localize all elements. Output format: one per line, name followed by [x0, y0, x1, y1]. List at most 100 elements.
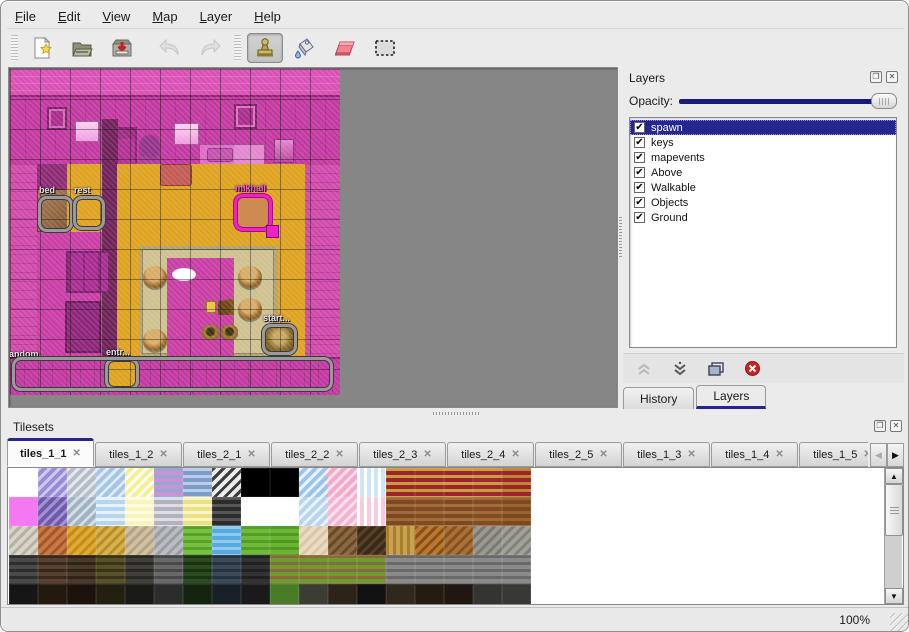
tile[interactable]	[212, 497, 241, 526]
tab-close-icon[interactable]: ✕	[511, 449, 520, 460]
tile[interactable]	[67, 468, 96, 497]
horizontal-splitter[interactable]	[1, 409, 908, 417]
tile[interactable]	[415, 468, 444, 497]
tile[interactable]	[9, 497, 38, 526]
tile[interactable]	[270, 555, 299, 584]
tab-close-icon[interactable]: ✕	[159, 449, 168, 460]
tile[interactable]	[502, 526, 531, 555]
tile[interactable]	[154, 526, 183, 555]
tile[interactable]	[502, 555, 531, 584]
save-button[interactable]	[104, 33, 140, 63]
tile[interactable]	[125, 584, 154, 604]
tile[interactable]	[96, 584, 125, 604]
tile[interactable]	[212, 584, 241, 604]
tile[interactable]	[415, 526, 444, 555]
tile[interactable]	[183, 526, 212, 555]
tileset-view[interactable]: ▲ ▼	[7, 467, 904, 605]
tab-close-icon[interactable]: ✕	[863, 449, 868, 460]
tile[interactable]	[299, 555, 328, 584]
tile[interactable]	[444, 497, 473, 526]
duplicate-layer-button[interactable]	[705, 359, 727, 379]
tile[interactable]	[386, 555, 415, 584]
tile[interactable]	[473, 526, 502, 555]
tile[interactable]	[125, 555, 154, 584]
tile[interactable]	[241, 584, 270, 604]
tile[interactable]	[328, 468, 357, 497]
tile[interactable]	[96, 555, 125, 584]
tileset-tab-tiles_2_2[interactable]: tiles_2_2 ✕	[271, 442, 358, 467]
toolbar-drag-handle[interactable]	[11, 34, 18, 61]
tile[interactable]	[154, 555, 183, 584]
tile[interactable]	[328, 555, 357, 584]
tile[interactable]	[386, 497, 415, 526]
scroll-up-button[interactable]: ▲	[885, 468, 903, 484]
tile[interactable]	[502, 584, 531, 604]
tile[interactable]	[299, 584, 328, 604]
bucket-fill-button[interactable]	[287, 33, 323, 63]
tile[interactable]	[96, 497, 125, 526]
tab-close-icon[interactable]: ✕	[687, 449, 696, 460]
tile[interactable]	[444, 584, 473, 604]
layer-row-Walkable[interactable]: ✔ Walkable	[630, 180, 896, 195]
tile[interactable]	[473, 584, 502, 604]
tile[interactable]	[502, 468, 531, 497]
layer-visibility-checkbox[interactable]: ✔	[634, 136, 645, 148]
tab-close-icon[interactable]: ✕	[599, 449, 608, 460]
tile[interactable]	[357, 584, 386, 604]
tile[interactable]	[67, 526, 96, 555]
tab-close-icon[interactable]: ✕	[775, 449, 784, 460]
tab-close-icon[interactable]: ✕	[335, 449, 344, 460]
tile[interactable]	[38, 497, 67, 526]
tile[interactable]	[96, 526, 125, 555]
close-dock-icon[interactable]: ✕	[890, 420, 902, 432]
tile[interactable]	[473, 555, 502, 584]
tile[interactable]	[38, 526, 67, 555]
tile[interactable]	[270, 497, 299, 526]
new-button[interactable]	[24, 33, 60, 63]
map-view[interactable]: bed rest mikhail start... entr... andom...	[8, 67, 618, 408]
map-object[interactable]	[12, 357, 333, 391]
tile[interactable]	[357, 497, 386, 526]
layer-row-spawn[interactable]: ✔ spawn	[630, 120, 896, 135]
tile[interactable]	[183, 584, 212, 604]
tileset-tab-tiles_2_5[interactable]: tiles_2_5 ✕	[535, 442, 622, 467]
tile[interactable]	[386, 468, 415, 497]
tile[interactable]	[9, 526, 38, 555]
undo-button[interactable]	[152, 33, 188, 63]
tile[interactable]	[386, 526, 415, 555]
map-object-start[interactable]	[262, 324, 297, 355]
layer-visibility-checkbox[interactable]: ✔	[634, 121, 645, 133]
tileset-tab-tiles_1_5[interactable]: tiles_1_5 ✕	[799, 442, 868, 467]
tile[interactable]	[415, 555, 444, 584]
vertical-splitter[interactable]	[618, 67, 623, 408]
tile[interactable]	[502, 497, 531, 526]
menu-view[interactable]: View	[102, 9, 131, 24]
redo-button[interactable]	[192, 33, 228, 63]
tile[interactable]	[183, 497, 212, 526]
toolbar-drag-handle-2[interactable]	[234, 34, 241, 61]
menu-help[interactable]: Help	[254, 9, 281, 24]
tile[interactable]	[328, 526, 357, 555]
tile[interactable]	[241, 526, 270, 555]
tile[interactable]	[125, 468, 154, 497]
layer-row-mapevents[interactable]: ✔ mapevents	[630, 150, 896, 165]
tile[interactable]	[386, 584, 415, 604]
layer-visibility-checkbox[interactable]: ✔	[634, 211, 645, 223]
open-button[interactable]	[64, 33, 100, 63]
tab-close-icon[interactable]: ✕	[72, 448, 81, 459]
map-object-bed[interactable]	[38, 196, 73, 232]
tab-scroll-left-button[interactable]: ◀	[870, 443, 887, 467]
tile[interactable]	[328, 497, 357, 526]
layer-row-Objects[interactable]: ✔ Objects	[630, 195, 896, 210]
tileset-scrollbar[interactable]: ▲ ▼	[884, 468, 903, 604]
raise-layer-button[interactable]	[633, 359, 655, 379]
tile[interactable]	[473, 497, 502, 526]
resize-grip[interactable]	[890, 613, 908, 631]
rect-select-button[interactable]	[367, 33, 403, 63]
tile[interactable]	[328, 584, 357, 604]
tileset-tab-tiles_1_2[interactable]: tiles_1_2 ✕	[95, 442, 182, 467]
tileset-tab-tiles_1_3[interactable]: tiles_1_3 ✕	[623, 442, 710, 467]
close-dock-icon[interactable]: ✕	[886, 71, 898, 83]
tile[interactable]	[125, 526, 154, 555]
tile[interactable]	[212, 468, 241, 497]
